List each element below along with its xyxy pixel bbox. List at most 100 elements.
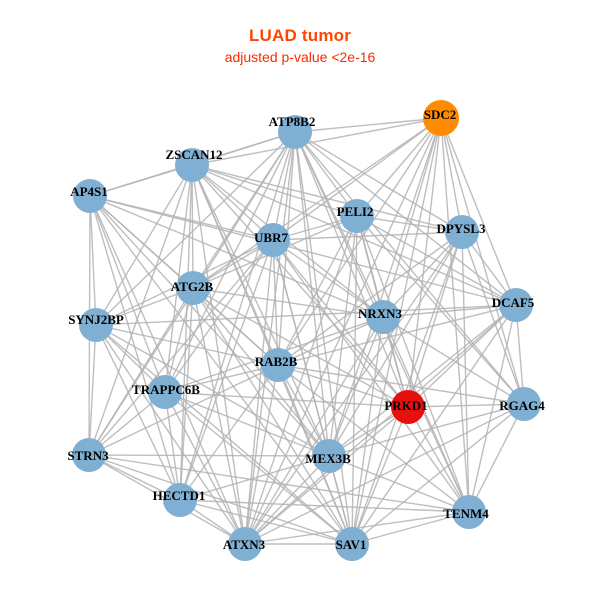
- graph-edge: [88, 454, 330, 457]
- graph-node-strn3[interactable]: [72, 438, 106, 472]
- graph-edge: [272, 239, 279, 366]
- graph-edge: [294, 131, 463, 233]
- graph-edge: [407, 304, 517, 408]
- graph-edge: [179, 499, 470, 513]
- graph-edge: [351, 304, 517, 545]
- graph-edge: [164, 391, 330, 457]
- node-layer: [72, 100, 541, 561]
- graph-edge: [272, 131, 296, 241]
- graph-edge: [356, 215, 463, 233]
- graph-node-atg2b[interactable]: [176, 271, 210, 305]
- graph-node-dpysl3[interactable]: [445, 215, 479, 249]
- graph-edge: [244, 455, 330, 545]
- graph-edge: [277, 215, 358, 366]
- graph-edge: [277, 364, 409, 408]
- graph-node-sdc2[interactable]: [423, 100, 459, 136]
- graph-node-mex3b[interactable]: [312, 439, 346, 473]
- graph-edge: [191, 164, 409, 408]
- graph-edge: [164, 391, 353, 545]
- graph-edge: [244, 215, 358, 545]
- graph-edge: [440, 117, 517, 306]
- graph-edge: [164, 391, 181, 501]
- graph-edge: [351, 117, 442, 545]
- graph-node-dcaf5[interactable]: [499, 288, 533, 322]
- graph-edge: [192, 287, 330, 457]
- graph-edge: [328, 455, 470, 513]
- graph-edge: [328, 304, 517, 457]
- graph-edge: [407, 403, 525, 408]
- graph-edge: [272, 239, 409, 408]
- graph-edge: [382, 304, 517, 318]
- graph-edge: [356, 215, 517, 306]
- graph-edge: [382, 231, 463, 318]
- graph-edge: [95, 324, 353, 545]
- graph-edge: [88, 454, 353, 545]
- graph-edge: [191, 164, 358, 217]
- graph-edge: [191, 164, 274, 241]
- edge-layer: [88, 117, 525, 545]
- graph-edge: [89, 195, 166, 393]
- graph-node-peli2[interactable]: [340, 199, 374, 233]
- graph-node-zscan12[interactable]: [175, 148, 209, 182]
- graph-edge: [95, 324, 181, 501]
- graph-edge: [164, 239, 274, 393]
- graph-edge: [351, 511, 470, 545]
- graph-edge: [407, 231, 463, 408]
- graph-edge: [272, 239, 470, 513]
- graph-edge: [272, 117, 442, 241]
- graph-edge: [382, 316, 470, 513]
- graph-node-atp8b2[interactable]: [278, 115, 312, 149]
- graph-edge: [191, 164, 463, 233]
- graph-node-prkd1[interactable]: [391, 390, 425, 424]
- graph-edge: [440, 117, 463, 233]
- graph-edge: [191, 164, 246, 545]
- graph-edge: [294, 131, 409, 408]
- graph-edge: [244, 406, 409, 545]
- graph-edge: [95, 324, 279, 366]
- graph-edge: [179, 131, 296, 501]
- graph-edge: [440, 117, 525, 405]
- graph-edge: [88, 239, 274, 456]
- graph-edge: [461, 231, 470, 513]
- graph-edge: [277, 364, 330, 457]
- graph-edge: [356, 117, 442, 217]
- graph-edge: [88, 324, 97, 456]
- graph-edge: [95, 304, 517, 326]
- graph-edge: [407, 117, 442, 408]
- graph-node-atxn3[interactable]: [228, 527, 262, 561]
- graph-edge: [89, 195, 97, 326]
- graph-node-sav1[interactable]: [335, 527, 369, 561]
- graph-node-nrxn3[interactable]: [366, 300, 400, 334]
- graph-edge: [356, 215, 525, 405]
- graph-edge: [95, 287, 194, 326]
- graph-node-trappc6b[interactable]: [148, 375, 182, 409]
- graph-edge: [192, 287, 353, 545]
- graph-edge: [192, 287, 279, 366]
- graph-edge: [272, 239, 384, 318]
- graph-edge: [164, 391, 409, 408]
- graph-edge: [191, 164, 194, 289]
- graph-node-tenm4[interactable]: [452, 495, 486, 529]
- graph-node-ubr7[interactable]: [256, 223, 290, 257]
- graph-edge: [351, 231, 463, 545]
- graph-node-ap4s1[interactable]: [73, 179, 107, 213]
- graph-edge: [89, 195, 246, 545]
- graph-edge: [179, 455, 330, 501]
- graph-edge: [468, 403, 525, 513]
- graph-edge: [89, 195, 384, 318]
- graph-node-synj2bp[interactable]: [79, 308, 113, 342]
- graph-edge: [351, 316, 384, 545]
- graph-edge: [294, 117, 442, 133]
- graph-node-rab2b[interactable]: [261, 348, 295, 382]
- graph-edge: [89, 164, 193, 197]
- graph-node-rgag4[interactable]: [507, 387, 541, 421]
- graph-edge: [407, 406, 470, 513]
- graph-edge: [244, 403, 525, 545]
- graph-edge: [461, 231, 525, 405]
- graph-edge: [164, 391, 246, 545]
- graph-node-hectd1[interactable]: [163, 483, 197, 517]
- graph-edge: [328, 316, 384, 457]
- graph-edge: [192, 287, 409, 408]
- graph-edge: [191, 164, 330, 457]
